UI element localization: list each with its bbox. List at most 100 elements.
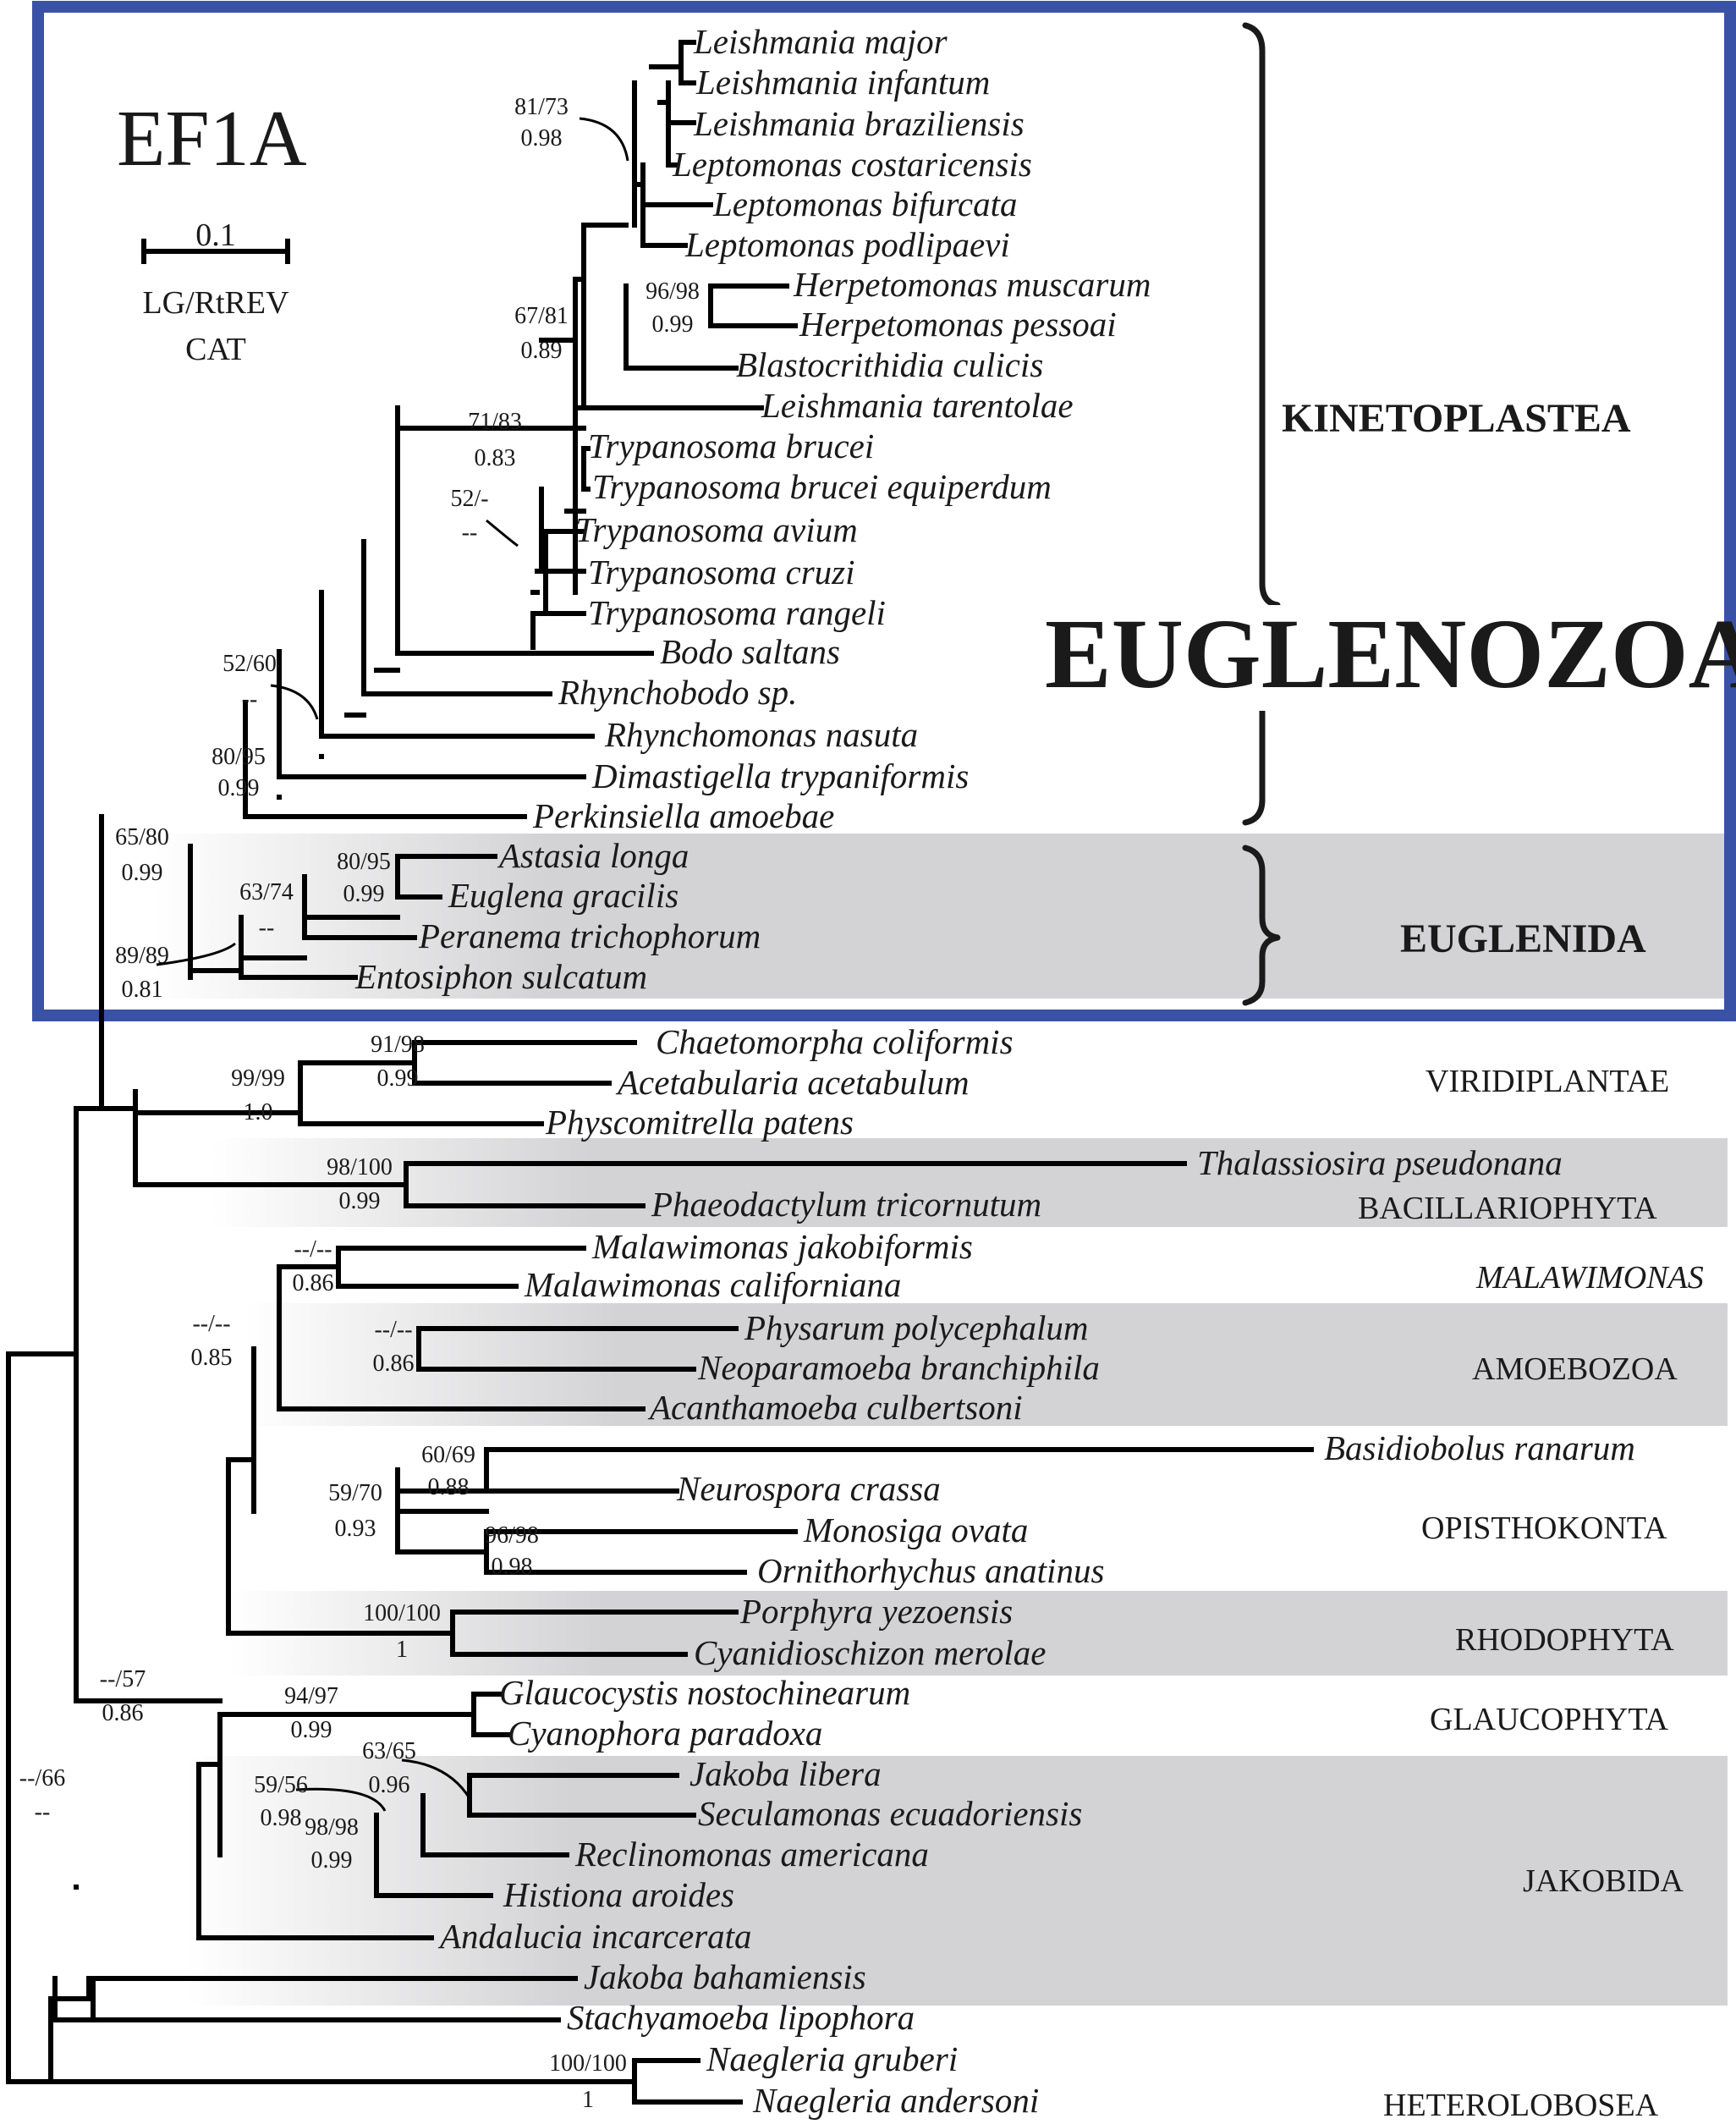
taxon-label: Herpetomonas muscarum <box>793 265 1151 304</box>
support-value: 0.99 <box>652 311 694 338</box>
support-value: 52/- <box>450 486 488 512</box>
group-euglenida: EUGLENIDA <box>1400 916 1646 961</box>
taxon-label: Histiona aroides <box>503 1875 734 1914</box>
pointer-52-60 <box>270 684 319 720</box>
support-value: 1 <box>582 2087 594 2113</box>
bracket-gap <box>1244 605 1286 711</box>
scale-model: LG/RtREV <box>142 285 289 321</box>
taxon-label: Neoparamoeba branchiphila <box>697 1348 1100 1387</box>
group-kinetoplastea: KINETOPLASTEA <box>1282 396 1631 441</box>
taxon-label: Leptomonas podlipaevi <box>684 225 1010 264</box>
taxon-label: Bodo saltans <box>660 632 840 671</box>
support-value: --/66 <box>19 1765 65 1791</box>
taxon-label: Naegleria gruberi <box>706 2039 958 2078</box>
support-value: 0.93 <box>335 1516 376 1542</box>
support-value: 100/100 <box>363 1600 441 1626</box>
support-value: 81/73 <box>514 94 569 120</box>
taxon-label: Acanthamoeba culbertsoni <box>647 1388 1023 1427</box>
support-value: 98/100 <box>327 1154 393 1180</box>
support-values: 81/73 0.98 96/98 0.99 67/81 0.89 71/83 0.83 52/-… <box>19 94 700 2113</box>
support-value: 0.86 <box>102 1700 144 1726</box>
support-value: 96/98 <box>646 278 700 305</box>
taxon-label: Trypanosoma brucei <box>588 426 874 465</box>
taxon-label: Herpetomonas pessoai <box>799 305 1117 344</box>
support-value: 0.98 <box>261 1805 302 1831</box>
support-value: 0.88 <box>428 1474 470 1500</box>
support-value: 60/69 <box>421 1442 475 1468</box>
taxon-label: Entosiphon sulcatum <box>354 957 647 996</box>
tree-branches <box>6 40 1314 2105</box>
taxon-label: Malawimonas jakobiformis <box>591 1227 973 1266</box>
taxon-label: Astasia longa <box>497 836 689 875</box>
pointer-63-65 <box>401 1758 471 1799</box>
support-value: 1 <box>396 1637 408 1663</box>
amoebozoa-shade <box>245 1303 1728 1426</box>
taxon-label: Trypanosoma rangeli <box>588 593 886 632</box>
taxon-label: Leishmania major <box>693 22 948 61</box>
taxon-label: Trypanosoma cruzi <box>588 553 855 592</box>
scale-bar <box>141 239 290 264</box>
support-value: 91/98 <box>371 1032 425 1058</box>
support-value: 96/98 <box>485 1522 539 1549</box>
support-value: 100/100 <box>549 2050 627 2077</box>
figure-title: EF1A <box>117 95 307 183</box>
support-value: 0.96 <box>369 1772 410 1798</box>
taxon-label: Jakoba libera <box>689 1754 882 1793</box>
support-value: 0.83 <box>475 445 516 471</box>
support-value: 59/56 <box>254 1772 308 1798</box>
group-euglenozoa: EUGLENOZOA <box>1045 598 1736 709</box>
support-value: 0.86 <box>373 1351 415 1377</box>
scale-value: 0.1 <box>195 217 236 253</box>
taxon-label: Euglena gracilis <box>448 876 678 915</box>
taxon-label: Physcomitrella patens <box>545 1103 854 1142</box>
taxon-label: Leishmania tarentolae <box>761 386 1074 425</box>
support-value: 65/80 <box>115 824 169 850</box>
support-value: -- <box>242 686 258 713</box>
support-value: 1.0 <box>244 1099 273 1125</box>
support-value: 63/74 <box>239 879 294 905</box>
taxon-label: Leptomonas costaricensis <box>672 145 1032 184</box>
euglenida-bracket <box>1242 845 1281 1006</box>
support-value: 0.98 <box>492 1554 533 1580</box>
taxon-label: Leptomonas bifurcata <box>712 184 1018 223</box>
support-value: 0.81 <box>122 977 163 1003</box>
taxon-label: Malawimonas californiana <box>524 1265 901 1304</box>
taxon-label: Acetabularia acetabulum <box>615 1063 970 1102</box>
support-value: -- <box>259 915 275 941</box>
support-value: 80/95 <box>212 744 266 770</box>
support-value: 0.98 <box>521 125 563 151</box>
support-value: 98/98 <box>305 1814 359 1841</box>
support-value: 67/81 <box>514 303 569 329</box>
group-amoebozoa: AMOEBOZOA <box>1472 1351 1678 1387</box>
support-value: 80/95 <box>337 849 391 875</box>
group-jakobida: JAKOBIDA <box>1523 1863 1684 1899</box>
taxon-label: Andalucia incarcerata <box>437 1917 752 1956</box>
support-value: --/-- <box>192 1311 230 1337</box>
pointer-52 <box>486 519 519 548</box>
taxon-label: Monosiga ovata <box>803 1510 1028 1549</box>
group-bacillariophyta: BACILLARIOPHYTA <box>1358 1191 1657 1226</box>
taxon-label: Glaucocystis nostochinearum <box>499 1673 910 1712</box>
taxon-label: Leishmania braziliensis <box>693 104 1025 143</box>
support-value: 0.99 <box>122 860 163 886</box>
taxon-label: Jakoba bahamiensis <box>584 1957 866 1996</box>
support-value: --/-- <box>294 1236 332 1263</box>
support-value: 94/97 <box>284 1683 338 1709</box>
taxon-label: Trypanosoma brucei equiperdum <box>592 467 1052 506</box>
taxon-label: Trypanosoma avium <box>575 510 858 549</box>
group-glaucophyta: GLAUCOPHYTA <box>1430 1702 1669 1737</box>
taxon-label: Phaeodactylum tricornutum <box>651 1185 1041 1224</box>
taxon-label: Ornithorhychus anatinus <box>757 1551 1104 1590</box>
support-value: 0.99 <box>291 1717 332 1743</box>
support-value: -- <box>35 1799 51 1825</box>
support-value: 0.99 <box>218 775 260 801</box>
taxon-label: Naegleria andersoni <box>752 2081 1039 2120</box>
pointer-89-89 <box>156 942 236 966</box>
group-opisthokonta: OPISTHOKONTA <box>1421 1510 1667 1546</box>
support-value: 63/65 <box>362 1738 416 1764</box>
taxon-label: Cyanophora paradoxa <box>508 1714 822 1753</box>
support-value: 52/60 <box>222 651 277 677</box>
